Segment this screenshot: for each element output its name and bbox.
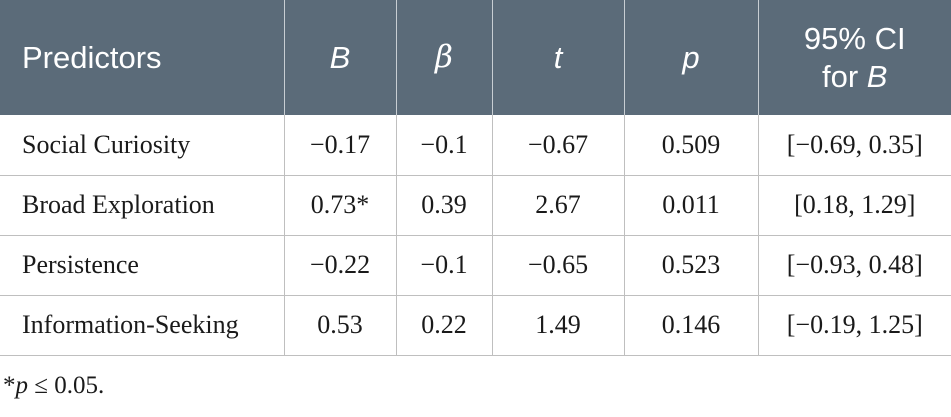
cell-ci: [−0.19, 1.25] <box>757 295 951 356</box>
cell-t: 2.67 <box>491 175 624 236</box>
cell-predictor: Broad Exploration <box>0 175 284 236</box>
cell-p: 0.523 <box>623 235 758 296</box>
regression-table: Predictors B β t p 95% CI for B Social C… <box>0 0 951 356</box>
cell-t: 1.49 <box>491 295 624 356</box>
cell-p: 0.509 <box>623 115 758 176</box>
table-row: Broad Exploration 0.73* 0.39 2.67 0.011 … <box>0 175 951 236</box>
cell-ci: [0.18, 1.29] <box>757 175 951 236</box>
table-row: Social Curiosity −0.17 −0.1 −0.67 0.509 … <box>0 115 951 176</box>
header-ci-line2: for B <box>767 58 944 95</box>
table-header: Predictors B β t p 95% CI for B <box>0 0 951 115</box>
header-row: Predictors B β t p 95% CI for B <box>0 0 951 115</box>
footnote-star: * <box>3 372 16 399</box>
cell-t: −0.65 <box>491 235 624 296</box>
table-row: Persistence −0.22 −0.1 −0.65 0.523 [−0.9… <box>0 235 951 296</box>
cell-b: 0.53 <box>283 295 396 356</box>
cell-ci: [−0.93, 0.48] <box>757 235 951 296</box>
cell-t: −0.67 <box>491 115 624 176</box>
header-beta: β <box>395 0 492 115</box>
cell-p: 0.011 <box>623 175 758 236</box>
header-ci-line1: 95% CI <box>803 21 906 57</box>
header-ci-line2-var: B <box>866 58 888 94</box>
cell-b: −0.22 <box>283 235 396 296</box>
footnote-rest: ≤ 0.05. <box>28 372 105 399</box>
footnote-p: p <box>15 372 29 399</box>
cell-beta: −0.1 <box>395 235 492 296</box>
table-row: Information-Seeking 0.53 0.22 1.49 0.146… <box>0 295 951 356</box>
cell-beta: −0.1 <box>395 115 492 176</box>
header-ci-line2-prefix: for <box>822 58 867 94</box>
table-footnote: *p ≤ 0.05. <box>3 372 104 400</box>
header-ci: 95% CI for B <box>757 0 951 115</box>
regression-table-container: Predictors B β t p 95% CI for B Social C… <box>0 0 951 356</box>
cell-predictor: Information-Seeking <box>0 295 284 356</box>
cell-ci: [−0.69, 0.35] <box>757 115 951 176</box>
header-p: p <box>623 0 758 115</box>
header-b: B <box>283 0 396 115</box>
cell-b: 0.73* <box>283 175 396 236</box>
cell-predictor: Social Curiosity <box>0 115 284 176</box>
table-body: Social Curiosity −0.17 −0.1 −0.67 0.509 … <box>0 115 951 356</box>
cell-b: −0.17 <box>283 115 396 176</box>
cell-beta: 0.39 <box>395 175 492 236</box>
cell-beta: 0.22 <box>395 295 492 356</box>
header-predictors: Predictors <box>22 39 162 75</box>
header-t: t <box>491 0 624 115</box>
cell-predictor: Persistence <box>0 235 284 296</box>
cell-p: 0.146 <box>623 295 758 356</box>
